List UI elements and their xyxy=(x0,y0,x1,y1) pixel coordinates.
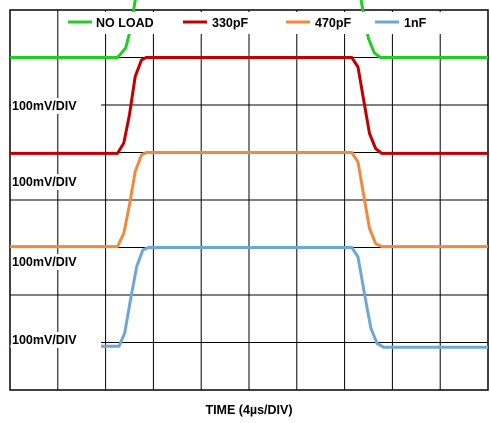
legend-label-2: 470pF xyxy=(315,16,351,30)
trace-1 xyxy=(10,56,488,155)
scale-label-background xyxy=(11,332,101,348)
scale-label-2: 100mV/DIV xyxy=(12,255,77,269)
scale-label-background xyxy=(11,98,101,114)
legend-label-1: 330pF xyxy=(212,16,248,30)
x-axis-label: TIME (4µs/DIV) xyxy=(205,403,292,417)
legend-label-3: 1nF xyxy=(404,16,427,30)
scale-label-3: 100mV/DIV xyxy=(12,333,77,347)
scale-labels: 100mV/DIV 100mV/DIV 100mV/DIV 100mV/DIV xyxy=(11,98,101,348)
trace-2 xyxy=(10,151,488,249)
traces xyxy=(10,0,488,349)
legend-background xyxy=(62,12,442,34)
trace-3 xyxy=(10,246,488,349)
scale-label-0: 100mV/DIV xyxy=(12,99,77,113)
legend: NO LOAD 330pF 470pF 1nF xyxy=(62,12,442,34)
scale-label-background xyxy=(11,174,101,190)
trace-0 xyxy=(10,0,488,59)
legend-label-0: NO LOAD xyxy=(96,16,154,30)
scale-label-background xyxy=(11,254,101,270)
scale-label-1: 100mV/DIV xyxy=(12,175,77,189)
